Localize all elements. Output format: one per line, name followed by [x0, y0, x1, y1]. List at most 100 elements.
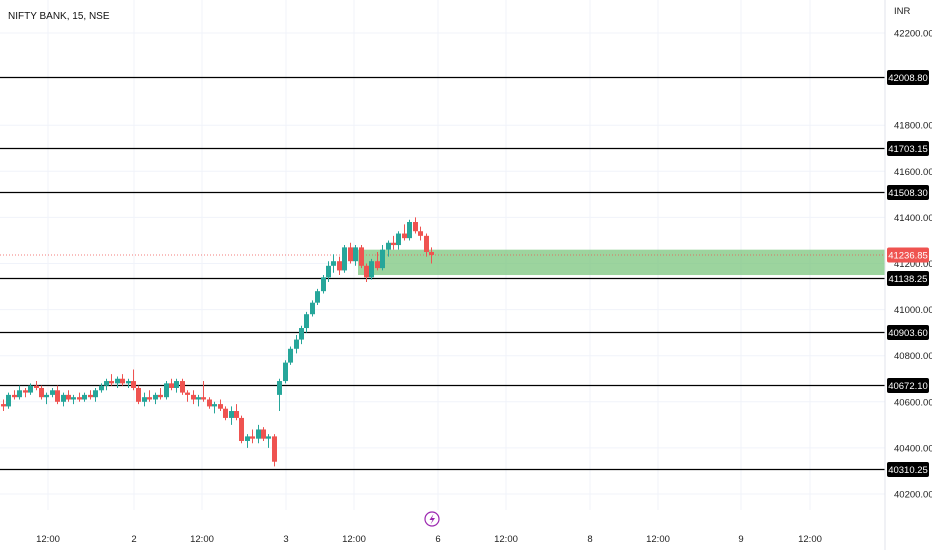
candle — [342, 245, 347, 273]
x-tick-label: 9 — [738, 534, 743, 545]
candle-body — [229, 411, 234, 418]
candle — [294, 334, 299, 354]
candle-body — [180, 381, 185, 393]
candle — [77, 392, 82, 402]
candle-body — [283, 362, 288, 382]
candle — [272, 434, 277, 467]
candle-body — [402, 233, 407, 239]
candle — [115, 376, 120, 388]
candle — [234, 404, 239, 421]
candle-body — [272, 436, 277, 462]
candle — [153, 392, 158, 405]
y-tick-label: 40400.00 — [894, 443, 932, 454]
candle — [191, 390, 196, 405]
x-tick-label: 8 — [587, 534, 592, 545]
candle — [169, 378, 174, 391]
candle-body — [1, 404, 6, 407]
lightning-bolt-icon[interactable] — [424, 511, 440, 527]
price-level-tag — [887, 378, 929, 393]
candle — [147, 390, 152, 402]
candle-body — [50, 390, 55, 395]
candle-body — [299, 328, 304, 340]
x-tick-label: 2 — [131, 534, 136, 545]
candle — [131, 369, 136, 391]
candle — [256, 424, 261, 444]
candle-body — [169, 383, 174, 388]
candle — [429, 247, 434, 264]
candle-body — [386, 242, 391, 250]
candle-body — [256, 429, 261, 439]
candle-body — [348, 247, 353, 262]
candle — [386, 240, 391, 257]
candle — [364, 263, 369, 282]
candle — [407, 219, 412, 241]
candle — [99, 383, 104, 393]
candle — [396, 231, 401, 250]
price-level-tag — [887, 462, 929, 477]
candle — [348, 242, 353, 264]
price-level-label: 40672.10 — [888, 381, 928, 392]
candle — [164, 381, 169, 400]
candle-body — [34, 385, 39, 388]
candle-body — [391, 242, 396, 246]
candle — [207, 397, 212, 409]
candle-body — [250, 436, 255, 439]
candle — [250, 429, 255, 444]
candle — [245, 434, 250, 448]
candle-body — [201, 397, 206, 400]
price-level-tag — [887, 185, 929, 200]
candle — [337, 256, 342, 276]
candle-body — [147, 397, 152, 400]
candle — [283, 360, 288, 384]
candle-body — [223, 408, 228, 418]
candle-body — [380, 249, 385, 269]
price-level-tag — [887, 271, 929, 286]
candle — [261, 427, 266, 441]
candle-body — [12, 394, 17, 398]
candle-body — [126, 381, 131, 384]
candle-body — [153, 394, 158, 400]
candle — [310, 300, 315, 317]
candle — [23, 387, 28, 398]
price-level-label: 41138.25 — [889, 274, 928, 285]
candle — [315, 288, 320, 305]
candle-body — [429, 251, 434, 255]
price-level-label: 40310.25 — [888, 465, 928, 476]
price-level-tag — [887, 141, 929, 156]
candle-body — [207, 399, 212, 407]
candle — [158, 387, 163, 400]
candle-body — [61, 394, 66, 402]
candle-body — [66, 394, 71, 400]
candle — [126, 378, 131, 388]
symbol-title: NIFTY BANK, 15, NSE — [8, 11, 110, 22]
candle-body — [245, 436, 250, 441]
demand-zone — [358, 249, 885, 276]
x-tick-label: 3 — [283, 534, 288, 545]
candle — [142, 392, 147, 407]
candle-body — [234, 411, 239, 418]
candle-body — [353, 247, 358, 262]
candle — [201, 381, 206, 402]
price-level-label: 42008.80 — [888, 73, 928, 84]
candle — [212, 401, 217, 414]
candle-body — [413, 222, 418, 232]
price-level-label: 40903.60 — [888, 328, 928, 339]
y-tick-label: 40800.00 — [894, 351, 932, 362]
candle-body — [131, 381, 136, 388]
candle — [12, 390, 17, 400]
candle — [44, 392, 49, 405]
candle-body — [185, 392, 190, 395]
candle — [304, 311, 309, 333]
candle-body — [261, 429, 266, 439]
candle — [88, 390, 93, 400]
candle — [109, 374, 114, 386]
candle — [359, 245, 364, 269]
candle — [174, 378, 179, 393]
candle-body — [321, 277, 326, 292]
currency-label: INR — [894, 6, 911, 17]
candle-body — [288, 348, 293, 363]
candle — [185, 390, 190, 402]
candle-body — [109, 381, 114, 384]
candle — [17, 385, 22, 400]
